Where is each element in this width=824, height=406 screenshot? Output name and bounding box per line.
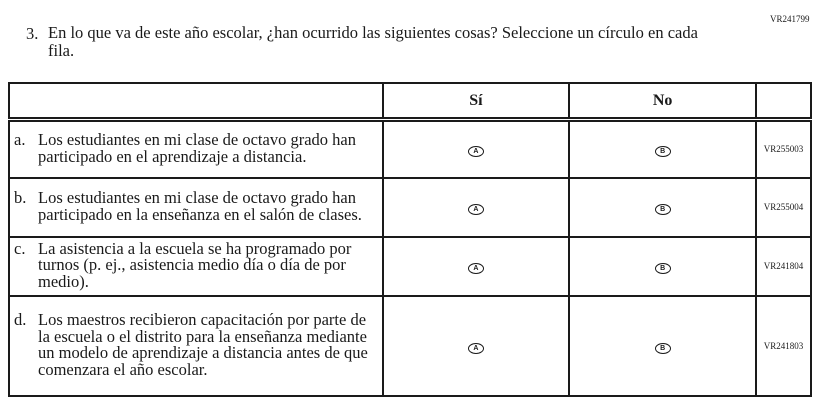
table-row: c. La asistencia a la escuela se ha progr…	[8, 235, 812, 297]
row-code: VR241804	[755, 235, 812, 297]
row-code: VR255004	[755, 176, 812, 238]
header-no: No	[568, 82, 757, 122]
row-letter: d.	[14, 310, 27, 329]
header-blank	[8, 82, 384, 122]
radio-no[interactable]: B	[654, 146, 671, 158]
question-id: VR241799	[770, 14, 810, 24]
header-row: Sí No	[8, 82, 812, 122]
radio-no[interactable]: B	[654, 263, 671, 274]
radio-yes[interactable]: A	[467, 263, 484, 274]
row-letter: b.	[14, 188, 27, 207]
table-row: d. Los maestros recibieron capacitación p…	[8, 294, 812, 397]
row-letter: a.	[14, 130, 26, 150]
row-code: VR241803	[755, 294, 812, 397]
table-row: a. Los estudiantes en mi clase de octavo …	[8, 118, 812, 179]
question-number: 3.	[26, 24, 39, 43]
response-table: Sí No a. Los estudiantes en mi clase de o…	[8, 82, 812, 397]
radio-yes[interactable]: A	[467, 146, 484, 158]
radio-yes[interactable]: A	[467, 342, 484, 354]
row-text: La asistencia a la escuela se ha program…	[38, 238, 352, 291]
question-text: En lo que va de este año escolar, ¿han o…	[48, 23, 698, 60]
radio-no[interactable]: B	[654, 342, 671, 354]
header-yes: Sí	[381, 82, 571, 122]
row-text: Los estudiantes en mi clase de octavo gr…	[38, 130, 356, 166]
row-text: Los estudiantes en mi clase de octavo gr…	[38, 188, 362, 224]
radio-yes[interactable]: A	[467, 204, 484, 215]
header-code	[755, 82, 812, 122]
row-code: VR255003	[755, 118, 812, 179]
table-row: b. Los estudiantes en mi clase de octavo …	[8, 176, 812, 238]
row-text: Los maestros recibieron capacitación por…	[38, 310, 368, 379]
radio-no[interactable]: B	[654, 204, 671, 215]
row-letter: c.	[14, 238, 26, 258]
